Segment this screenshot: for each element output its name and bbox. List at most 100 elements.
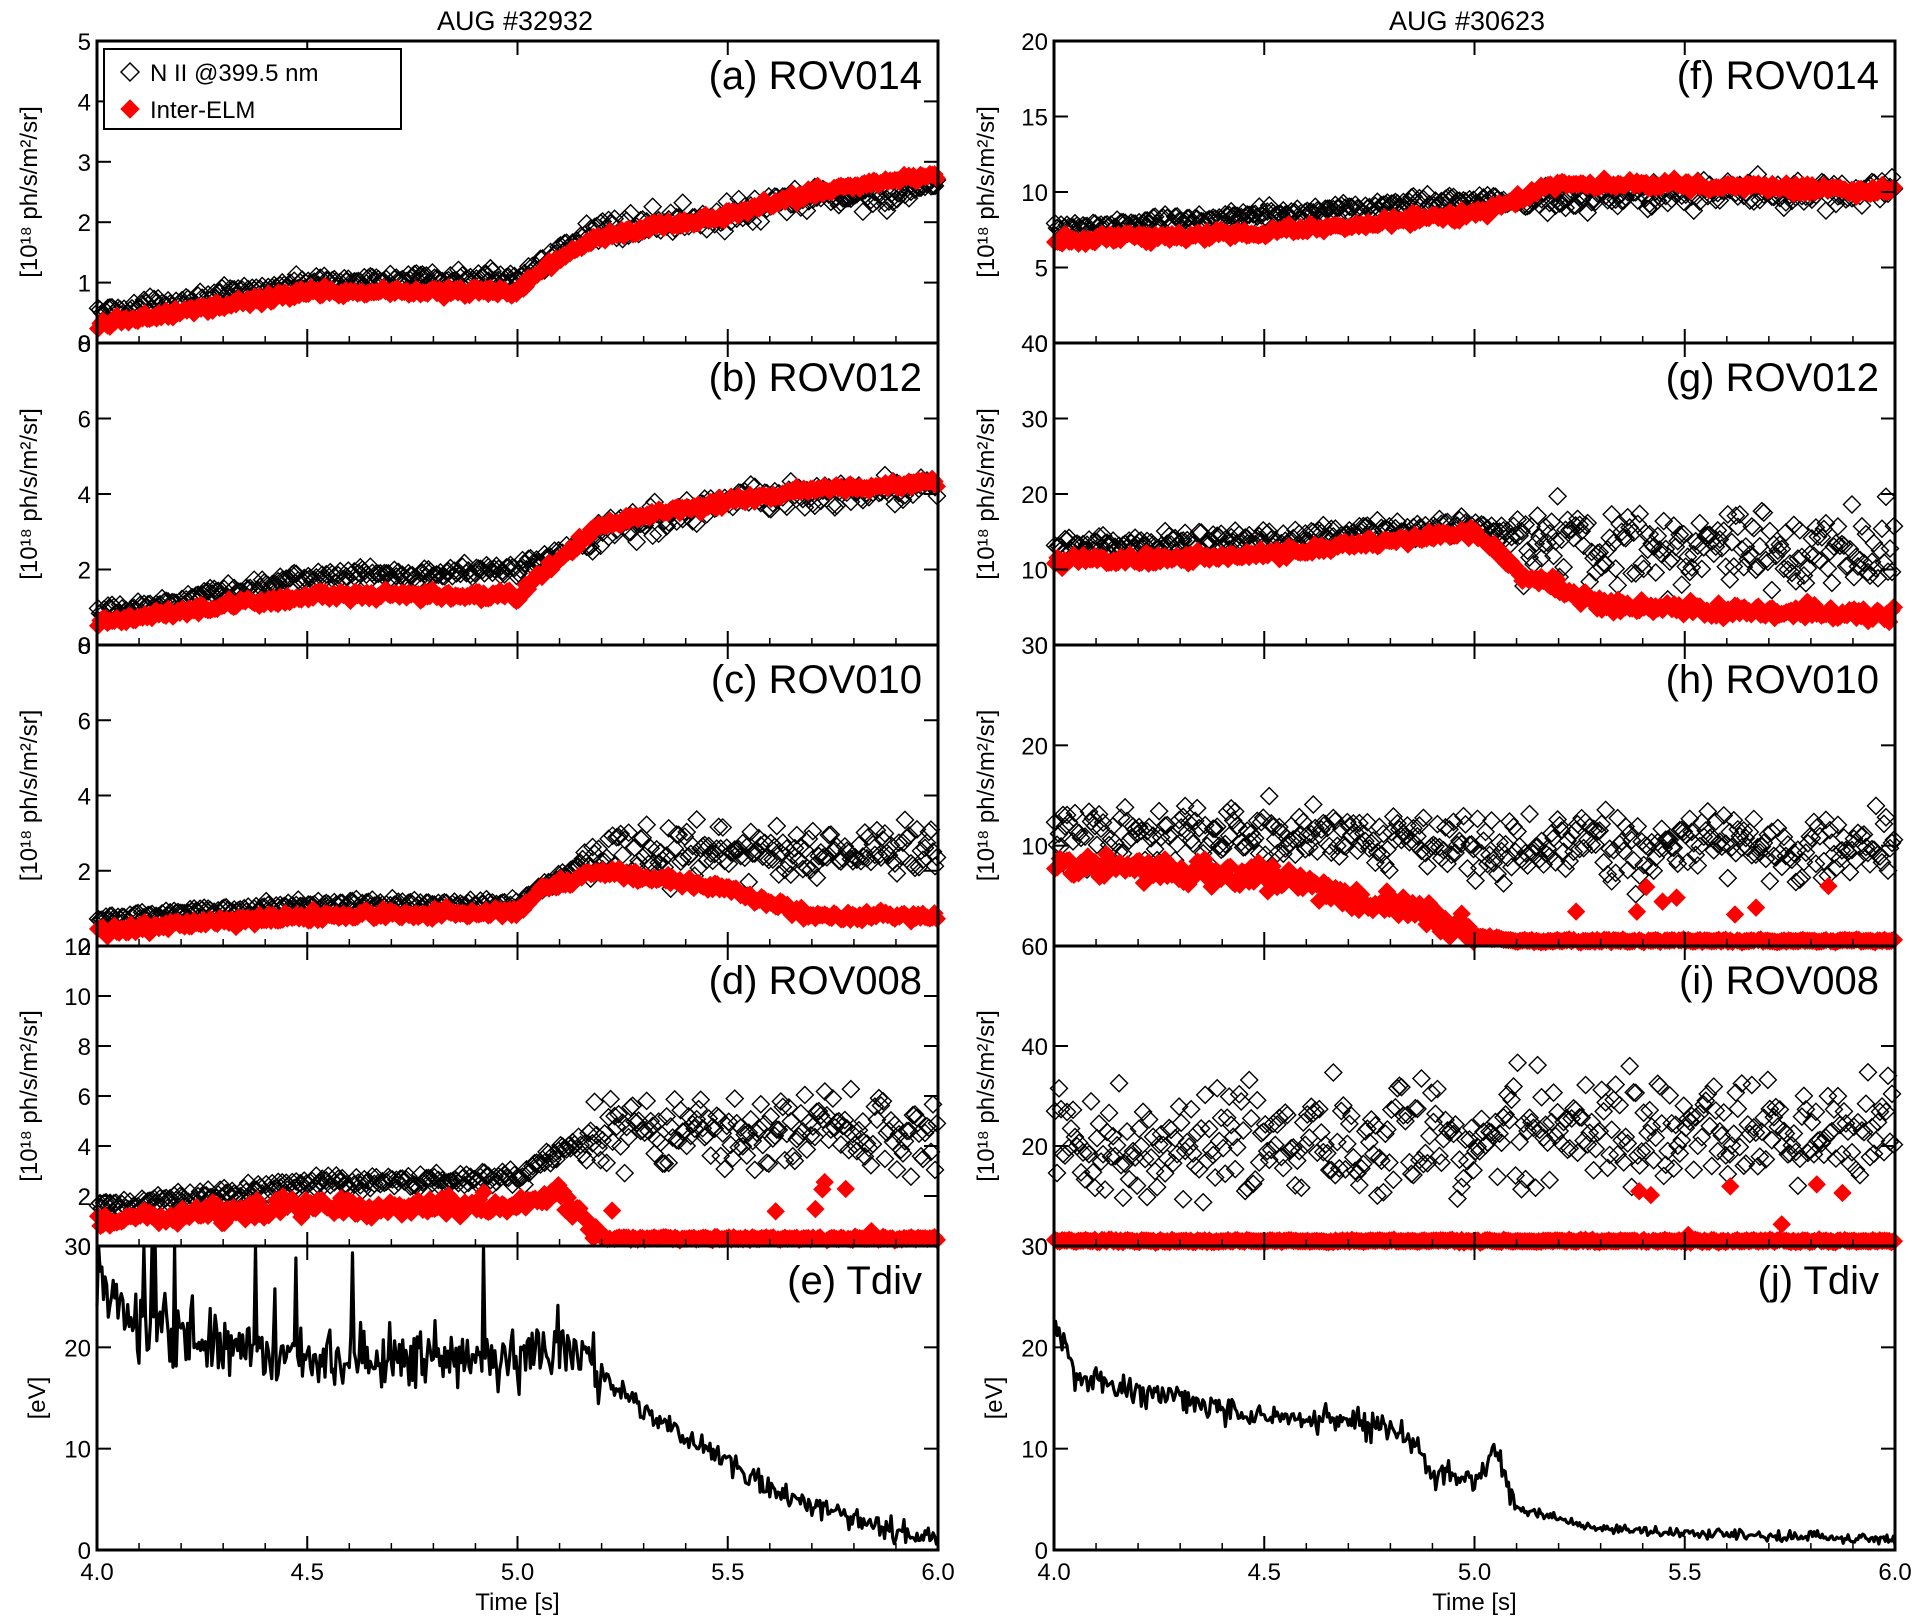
- y-tick-label: 5: [1035, 256, 1048, 283]
- y-tick-label: 15: [1021, 105, 1048, 132]
- nii-marker: [875, 193, 895, 213]
- nii-marker: [925, 1160, 945, 1180]
- column-title-right: AUG #30623: [1389, 6, 1545, 36]
- y-tick-label: 5: [78, 29, 91, 56]
- nii-marker: [795, 497, 815, 517]
- y-tick-label: 4: [78, 89, 91, 116]
- y-tick-label: 2: [78, 558, 91, 585]
- y-tick-label: 8: [78, 1034, 91, 1061]
- y-tick-label: 20: [1021, 29, 1048, 56]
- nii-marker: [767, 816, 787, 836]
- nii-marker: [627, 532, 647, 552]
- nii-marker: [601, 1089, 621, 1109]
- nii-marker: [344, 561, 364, 581]
- nii-marker: [276, 569, 296, 589]
- nii-marker: [751, 1094, 771, 1114]
- y-axis-label-b: [10¹⁸ ph/s/m²/sr]: [16, 408, 43, 580]
- nii-marker: [1856, 524, 1876, 544]
- scatter-f: [1045, 164, 1904, 254]
- nii-marker: [1762, 580, 1782, 600]
- y-tick-label: 4: [78, 1134, 91, 1161]
- nii-marker: [899, 188, 919, 208]
- nii-marker: [496, 557, 516, 577]
- y-tick-label: 10: [64, 984, 91, 1011]
- panel-label-d: (d) ROV008: [709, 959, 922, 1003]
- nii-marker: [687, 514, 707, 534]
- y-axis-label-c: [10¹⁸ ph/s/m²/sr]: [16, 710, 43, 882]
- nii-marker: [1548, 486, 1568, 506]
- nii-marker: [877, 201, 897, 221]
- nii-marker: [687, 810, 707, 829]
- nii-marker: [1842, 495, 1862, 514]
- column-title-left: AUG #32932: [437, 6, 593, 36]
- y-tick-label: 6: [78, 708, 91, 735]
- nii-marker: [885, 494, 905, 514]
- nii-marker: [871, 187, 891, 207]
- nii-marker: [348, 563, 368, 583]
- nii-marker: [861, 190, 881, 210]
- y-tick-label: 10: [64, 1437, 91, 1464]
- nii-marker: [1876, 487, 1896, 507]
- y-tick-label: 4: [78, 482, 91, 509]
- panel-label-b: (b) ROV012: [709, 356, 922, 400]
- nii-marker: [853, 202, 873, 222]
- nii-marker: [426, 565, 446, 584]
- nii-marker: [725, 1089, 745, 1109]
- y-tick-label: 3: [78, 150, 91, 177]
- nii-marker: [791, 1103, 811, 1123]
- y-tick-label: 2: [78, 1184, 91, 1211]
- y-tick-label: 2: [78, 210, 91, 237]
- nii-marker: [1810, 551, 1830, 571]
- nii-marker: [615, 1163, 635, 1183]
- nii-marker: [312, 565, 332, 585]
- nii-marker: [272, 570, 292, 590]
- y-tick-label: 0: [78, 331, 91, 358]
- nii-marker: [803, 821, 823, 841]
- nii-marker: [1760, 521, 1780, 541]
- nii-marker: [492, 561, 512, 581]
- x-tick-label: 6.0: [921, 1559, 954, 1586]
- nii-marker: [841, 1079, 861, 1099]
- y-tick-label: 30: [64, 1234, 91, 1261]
- inter-elm-marker: [602, 1201, 622, 1220]
- nii-marker: [583, 541, 603, 561]
- scatter-d: [88, 1079, 947, 1250]
- nii-marker: [691, 1090, 711, 1110]
- nii-marker: [300, 568, 320, 588]
- nii-marker: [715, 221, 735, 241]
- nii-marker: [1864, 533, 1884, 553]
- nii-marker: [410, 563, 430, 583]
- scatter-c: [88, 810, 947, 946]
- panel-label-c: (c) ROV010: [711, 658, 922, 702]
- nii-marker: [1818, 558, 1838, 578]
- nii-marker: [1602, 504, 1622, 524]
- nii-marker: [643, 526, 663, 546]
- inter-elm-marker: [836, 1179, 855, 1199]
- y-axis-label-a: [10¹⁸ ph/s/m²/sr]: [16, 106, 43, 278]
- nii-marker: [1784, 515, 1804, 535]
- y-tick-label: 10: [1021, 180, 1048, 207]
- nii-marker: [925, 856, 945, 876]
- inter-elm-marker: [766, 1202, 785, 1221]
- nii-marker: [368, 564, 388, 584]
- y-axis-label-f: [10¹⁸ ph/s/m²/sr]: [973, 106, 1000, 278]
- x-tick-label: 5.5: [711, 1559, 744, 1586]
- y-tick-label: 8: [78, 633, 91, 660]
- x-axis-label-e: Time [s]: [475, 1589, 559, 1616]
- panel-label-f: (f) ROV014: [1677, 54, 1879, 98]
- nii-marker: [751, 212, 771, 232]
- nii-marker: [513, 550, 532, 570]
- nii-marker: [761, 499, 781, 519]
- scatter-a: [88, 164, 947, 338]
- nii-marker: [1776, 522, 1796, 542]
- y-tick-label: 8: [78, 331, 91, 358]
- nii-marker: [480, 559, 500, 579]
- nii-marker: [1586, 562, 1606, 582]
- y-tick-label: 6: [78, 1084, 91, 1111]
